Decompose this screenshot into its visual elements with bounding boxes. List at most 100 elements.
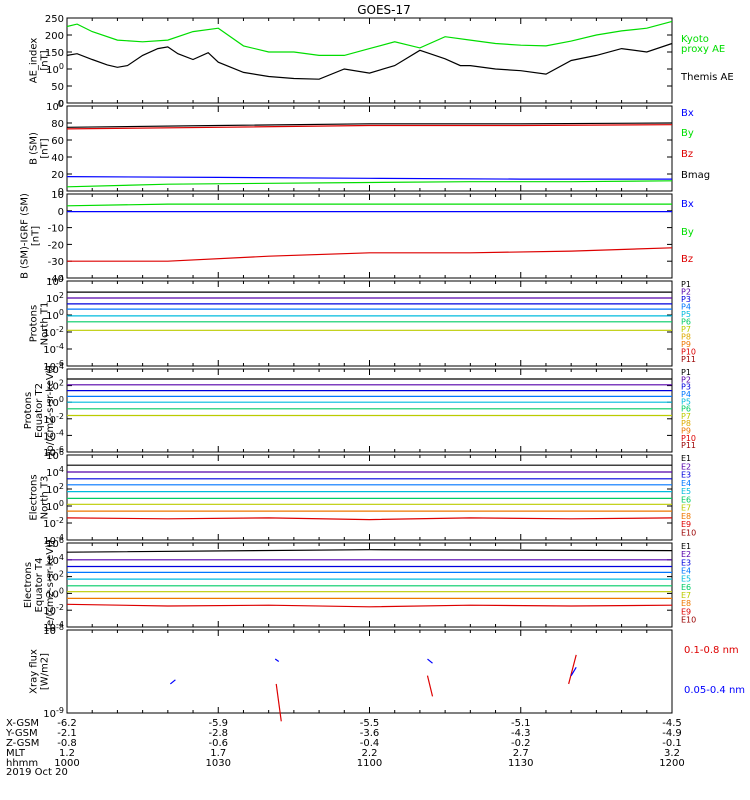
legend-P10: P10 bbox=[681, 434, 696, 443]
panel-frame bbox=[66, 368, 673, 453]
ephem-label: Z-GSM bbox=[6, 738, 39, 749]
y-tick-label: 10-8 bbox=[43, 623, 64, 637]
y-tick-label: -30 bbox=[48, 257, 64, 268]
y-tick-label: 80 bbox=[51, 119, 64, 130]
legend-E4: E4 bbox=[681, 566, 691, 575]
legend-E3: E3 bbox=[681, 471, 691, 480]
ephem-value: 1100 bbox=[357, 758, 382, 769]
y-tick-label: 150 bbox=[45, 48, 64, 59]
panel-frame bbox=[66, 629, 673, 714]
ephem-value: -3.6 bbox=[360, 728, 380, 739]
panel-pn: 10-6 10-4 10-2 100 102 104 Protons North T1 P1P2… bbox=[29, 274, 697, 373]
series-line-E9 bbox=[66, 603, 673, 608]
legend-E5: E5 bbox=[681, 487, 691, 496]
legend-E7: E7 bbox=[681, 504, 691, 513]
legend-0.1-0.8 nm: 0.1-0.8 nm bbox=[684, 645, 739, 656]
legend-P1: P1 bbox=[681, 280, 691, 289]
series-line-Bmag bbox=[66, 122, 673, 128]
y-tick-label: 10-4 bbox=[43, 342, 64, 356]
legend-E6: E6 bbox=[681, 583, 691, 592]
ephem-value: 3.2 bbox=[664, 748, 680, 759]
y-tick-label: 10-4 bbox=[43, 620, 64, 634]
y-tick-label: 100 bbox=[46, 395, 64, 409]
legend-Kyoto proxy AE: Kyoto bbox=[681, 34, 709, 45]
y-tick-label: 104 bbox=[46, 465, 64, 479]
legend-P4: P4 bbox=[681, 390, 691, 399]
y-axis-label: [nT] bbox=[40, 138, 51, 158]
y-tick-label: 10 bbox=[51, 190, 64, 201]
legend-E1: E1 bbox=[681, 542, 691, 551]
y-tick-label: 60 bbox=[51, 136, 64, 147]
y-axis-label: Electrons bbox=[23, 562, 34, 608]
chart-title: GOES-17 bbox=[357, 3, 411, 17]
ephem-value: 2.7 bbox=[513, 748, 529, 759]
y-axis-label: [p/(cm2-s-sr-keV)] bbox=[45, 365, 56, 455]
y-axis-label: Electrons bbox=[29, 474, 40, 520]
y-tick-label: 104 bbox=[46, 553, 64, 567]
y-tick-label: 250 bbox=[45, 14, 64, 25]
ephem-value: 1130 bbox=[508, 758, 533, 769]
y-tick-label: -40 bbox=[48, 274, 64, 285]
y-tick-label: 104 bbox=[46, 362, 64, 376]
ephemeris-table: X-GSM -6.2 -5.9 -5.5 -5.1 -4.5 Y-GSM -2.1 -2.8 -3… bbox=[5, 718, 685, 769]
legend-Bz: Bz bbox=[681, 149, 693, 160]
series-line-Bx bbox=[66, 176, 672, 180]
y-tick-label: 20 bbox=[51, 170, 64, 181]
y-tick-label: 100 bbox=[46, 499, 64, 513]
legend-E3: E3 bbox=[681, 558, 691, 567]
ephem-value: 1200 bbox=[659, 758, 684, 769]
y-tick-label: 100 bbox=[46, 308, 64, 322]
legend-E7: E7 bbox=[681, 591, 691, 600]
panel-pe: 10-6 10-4 10-2 100 102 104 Protons Equator T2 [p… bbox=[23, 362, 696, 459]
legend-P3: P3 bbox=[681, 295, 691, 304]
y-axis-label: [e/(cm2-s-sr-keV)] bbox=[45, 540, 56, 630]
legend-By: By bbox=[681, 227, 694, 238]
panel-frame bbox=[66, 454, 673, 541]
panel-frame bbox=[66, 193, 673, 279]
series-line-E1 bbox=[66, 549, 673, 553]
ephem-value: 1.2 bbox=[59, 748, 75, 759]
series-line-Themis AE bbox=[66, 42, 673, 80]
y-tick-label: 10-9 bbox=[43, 706, 64, 720]
legend-E6: E6 bbox=[681, 495, 691, 504]
xray-segment bbox=[426, 675, 434, 697]
ephem-value: -4.9 bbox=[662, 728, 682, 739]
y-axis-label: Xray flux bbox=[29, 649, 40, 694]
legend-By: By bbox=[681, 128, 694, 139]
legend-P6: P6 bbox=[681, 405, 691, 414]
y-tick-label: 106 bbox=[46, 448, 64, 462]
legend-P7: P7 bbox=[681, 412, 691, 421]
panel-ee: 10-4 10-2 100 102 104 106 Electrons Equator T4[… bbox=[23, 536, 696, 634]
y-tick-label: 0 bbox=[58, 99, 64, 110]
y-tick-label: 10-6 bbox=[43, 359, 64, 373]
y-tick-label: -10 bbox=[48, 224, 64, 235]
legend-P1: P1 bbox=[681, 368, 691, 377]
panel-xray: 10-9 10-8 Xray flux [W/m2] 0.1-0.8 nm 0.05-0.… bbox=[29, 623, 745, 722]
y-tick-label: 0 bbox=[58, 187, 64, 198]
ephem-label: hhmm bbox=[6, 758, 38, 769]
y-tick-label: 102 bbox=[46, 291, 64, 305]
panel-frame bbox=[66, 542, 673, 628]
series-line-By bbox=[66, 203, 672, 207]
date-label: 2019 Oct 20 bbox=[6, 767, 68, 778]
y-tick-label: 106 bbox=[46, 536, 64, 550]
xray-segment bbox=[274, 658, 280, 663]
legend-E8: E8 bbox=[681, 512, 691, 521]
y-tick-label: 102 bbox=[46, 570, 64, 584]
series-line-Bz bbox=[67, 247, 673, 262]
xray-segment bbox=[427, 658, 433, 664]
legend-P3: P3 bbox=[681, 383, 691, 392]
y-tick-label: 102 bbox=[46, 379, 64, 393]
y-tick-label: 10-4 bbox=[43, 428, 64, 442]
legend-P5: P5 bbox=[681, 397, 691, 406]
y-tick-label: 0 bbox=[58, 207, 64, 218]
series-line-E9 bbox=[66, 517, 673, 521]
y-axis-label: Equator T2 bbox=[34, 383, 45, 438]
y-tick-label: 100 bbox=[46, 99, 64, 113]
y-tick-label: 200 bbox=[45, 31, 64, 42]
legend-E4: E4 bbox=[681, 479, 691, 488]
legend-E10: E10 bbox=[681, 528, 696, 537]
